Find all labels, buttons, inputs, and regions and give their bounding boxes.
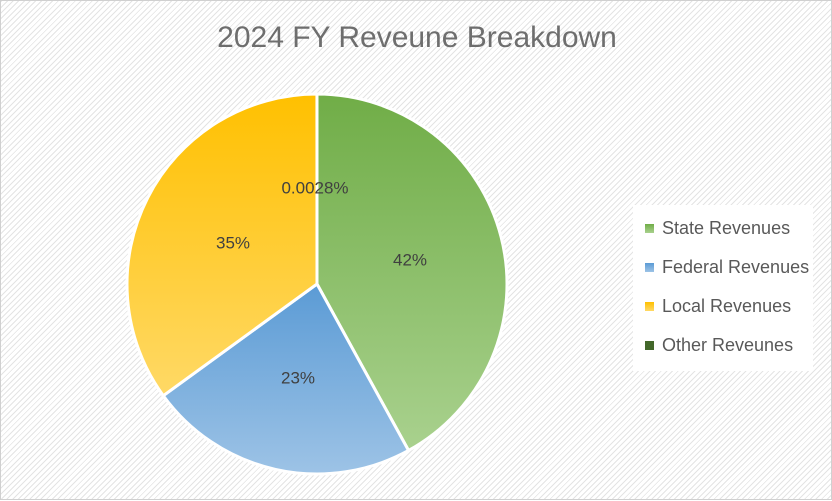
pie-slices: [127, 94, 507, 474]
legend-item: Federal Revenues: [633, 248, 813, 287]
legend-swatch: [645, 341, 654, 350]
legend-label: Other Reveunes: [662, 335, 793, 356]
legend-item: State Revenues: [633, 209, 813, 248]
data-label: 35%: [216, 233, 250, 252]
legend-swatch: [645, 302, 654, 311]
data-label: 23%: [281, 368, 315, 387]
legend-swatch: [645, 263, 654, 272]
legend: State Revenues Federal Revenues Local Reve…: [633, 205, 813, 371]
legend-item: Local Revenues: [633, 287, 813, 326]
legend-item: Other Reveunes: [633, 326, 813, 365]
legend-label: State Revenues: [662, 218, 790, 239]
data-label: 42%: [393, 250, 427, 269]
legend-label: Local Revenues: [662, 296, 791, 317]
legend-label: Federal Revenues: [662, 257, 809, 278]
data-label: 0.0028%: [281, 178, 348, 197]
legend-swatch: [645, 224, 654, 233]
